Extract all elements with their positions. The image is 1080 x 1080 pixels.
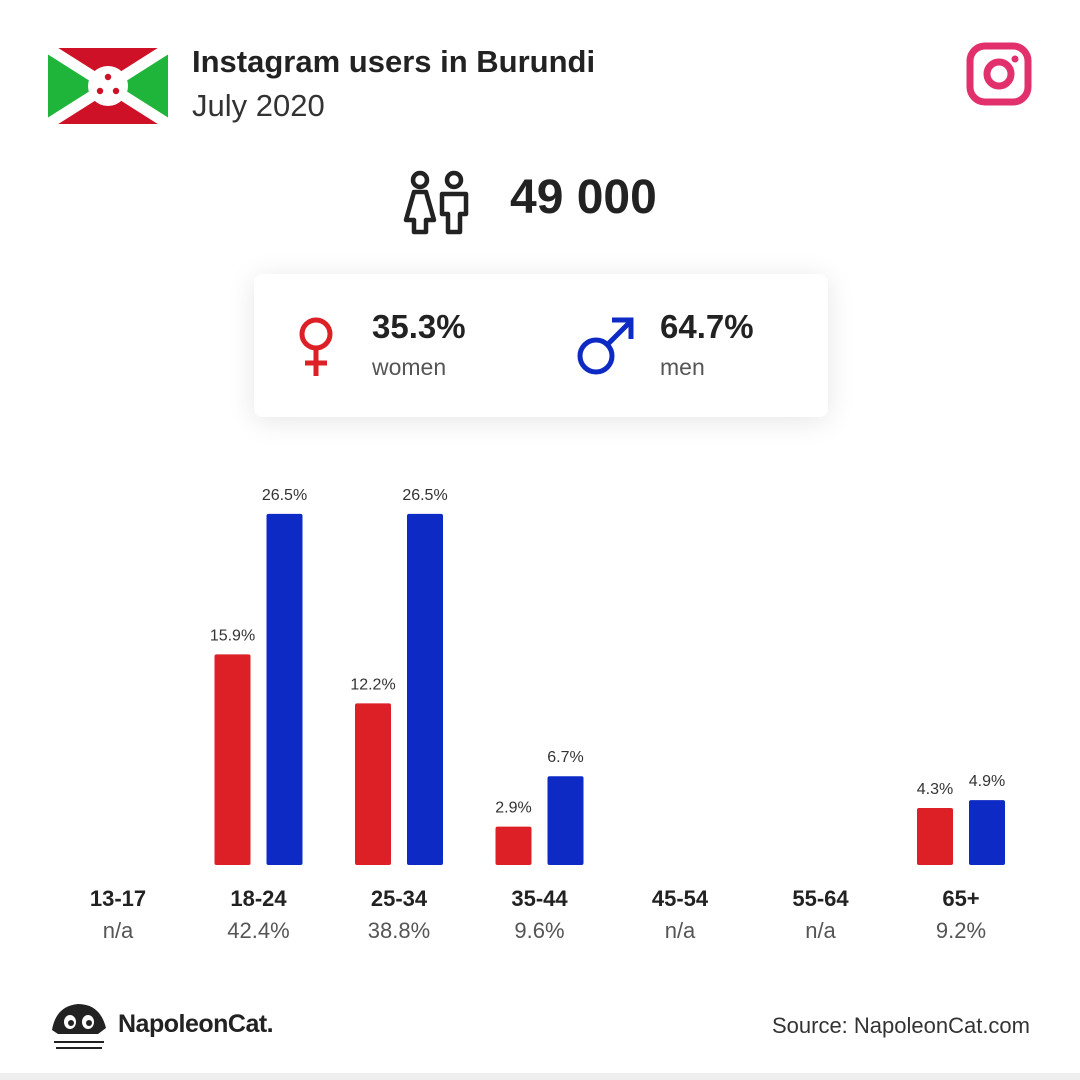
category-label: 35-44 (511, 886, 568, 911)
bar (266, 513, 303, 865)
bar (355, 703, 391, 865)
category-total: n/a (103, 918, 134, 943)
bar (969, 800, 1005, 865)
value-label: 12.2% (350, 676, 395, 693)
subtitle: July 2020 (192, 88, 325, 123)
category-total: n/a (665, 918, 696, 943)
category-total: 9.2% (936, 918, 986, 943)
female-symbol (299, 317, 333, 376)
bar (407, 513, 443, 865)
category-label: 18-24 (230, 886, 287, 911)
value-label: 4.9% (969, 773, 1005, 790)
users-icon (403, 170, 469, 235)
value-label: 15.9% (210, 627, 255, 644)
category-label: 25-34 (371, 886, 428, 911)
category-total: n/a (805, 918, 836, 943)
category-total: 38.8% (368, 918, 430, 943)
instagram-icon (966, 42, 1032, 106)
chart: 13-17 n/a 18-24 42.4% 15.9% 26.5% 25-34 38.8% 12… (90, 487, 1005, 943)
category-label: 45-54 (652, 886, 709, 911)
value-label: 26.5% (262, 487, 307, 504)
footer-bar (0, 1073, 1080, 1080)
bar (495, 826, 532, 865)
category-total: 42.4% (227, 918, 289, 943)
category-label: 13-17 (90, 886, 146, 911)
value-label: 4.3% (917, 781, 953, 798)
value-label: 26.5% (402, 487, 447, 504)
male-symbol (577, 317, 634, 375)
source: Source: NapoleonCat.com (771, 1013, 1030, 1038)
bar (917, 808, 953, 865)
flag (48, 48, 168, 124)
women-label: women (372, 354, 447, 380)
value-label: 6.7% (547, 749, 583, 766)
category-total: 9.6% (514, 918, 564, 943)
men-percent: 64.7% (660, 308, 754, 345)
title: Instagram users in Burundi (192, 44, 596, 79)
bar (547, 776, 584, 865)
men-label: men (660, 354, 705, 380)
gender-card: 35.3% women 64.7% men (254, 274, 828, 417)
category-label: 55-64 (792, 886, 849, 911)
total-users: 49 000 (510, 171, 657, 224)
category-label: 65+ (942, 886, 979, 911)
value-label: 2.9% (495, 800, 531, 817)
brand-logo (52, 1004, 106, 1049)
brand: NapoleonCat. (118, 1010, 274, 1038)
women-percent: 35.3% (372, 308, 466, 345)
bar (214, 654, 251, 865)
